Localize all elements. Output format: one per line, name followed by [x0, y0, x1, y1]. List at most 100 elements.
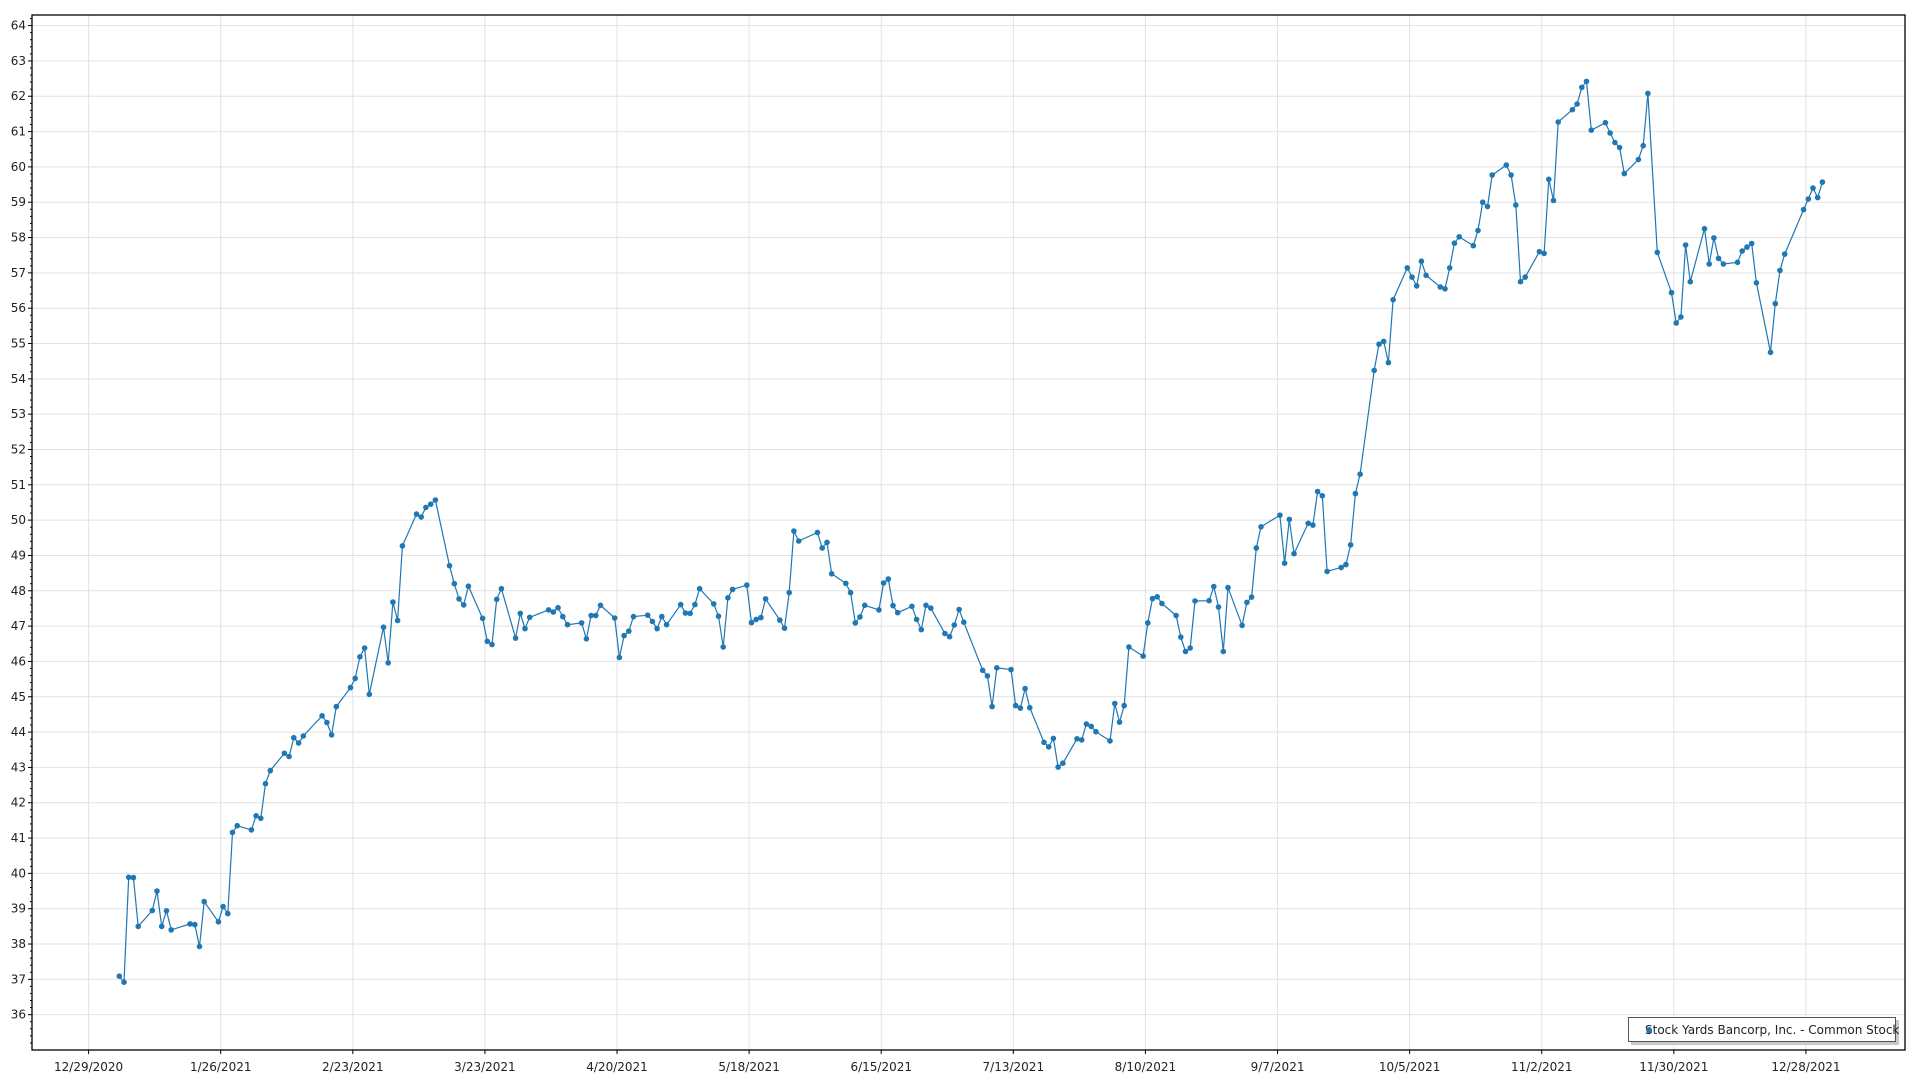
data-point: [1635, 156, 1642, 163]
data-point: [1810, 185, 1816, 191]
data-point: [626, 628, 632, 634]
data-point: [715, 613, 722, 619]
data-point: [1088, 723, 1094, 730]
data-point: [385, 660, 392, 666]
data-point: [1739, 248, 1745, 254]
data-point: [588, 612, 594, 619]
data-point: [1479, 199, 1486, 205]
data-point: [1423, 272, 1429, 279]
data-point: [1248, 594, 1255, 600]
x-tick-label: 5/18/2021: [718, 1060, 780, 1074]
data-point: [597, 602, 604, 609]
data-point: [961, 619, 967, 625]
y-tick-label: 51: [11, 478, 26, 492]
data-point: [692, 601, 698, 608]
data-point: [791, 528, 797, 534]
y-tick-label: 37: [11, 972, 26, 986]
data-point: [192, 921, 198, 928]
data-point: [229, 829, 236, 836]
data-point: [1574, 101, 1580, 107]
y-tick-label: 45: [11, 690, 26, 704]
y-tick-label: 58: [11, 231, 26, 245]
data-point: [1286, 516, 1293, 523]
data-point: [158, 923, 165, 930]
data-point: [545, 607, 552, 613]
data-point: [1451, 240, 1458, 246]
y-tick-label: 59: [11, 195, 26, 209]
data-point: [956, 606, 962, 613]
data-point: [1178, 634, 1184, 640]
data-point: [1772, 300, 1779, 307]
data-point: [1159, 600, 1165, 607]
data-point: [399, 543, 406, 549]
y-tick-label: 57: [11, 266, 26, 280]
data-point: [286, 753, 292, 760]
data-point: [1602, 119, 1609, 126]
data-point: [154, 888, 160, 894]
data-point: [432, 497, 439, 503]
data-point: [824, 539, 830, 546]
data-point: [654, 625, 660, 632]
data-point: [130, 874, 137, 881]
data-point: [1385, 359, 1392, 366]
data-point: [1093, 728, 1099, 735]
y-tick-label: 62: [11, 89, 26, 103]
y-tick-label: 52: [11, 442, 26, 456]
y-axis: 36 37 38 39 40 41 42 43 44 45 46 47 48 49 50 51 52 53 54 55…: [11, 18, 32, 1044]
data-point: [852, 620, 859, 626]
x-tick-label: 12/29/2020: [54, 1060, 123, 1074]
y-tick-label: 64: [11, 19, 26, 33]
data-point: [1555, 119, 1561, 125]
data-point: [1744, 244, 1750, 250]
y-tick-label: 50: [11, 513, 26, 527]
data-point: [583, 636, 590, 642]
data-point: [1050, 735, 1057, 742]
data-point: [1225, 584, 1231, 591]
data-point: [324, 719, 330, 726]
x-tick-label: 7/13/2021: [983, 1060, 1045, 1074]
y-tick-label: 44: [11, 725, 26, 739]
data-point: [215, 919, 222, 925]
data-point: [465, 583, 472, 589]
data-point: [1291, 550, 1297, 557]
price-series: [116, 78, 1826, 985]
data-point: [1281, 560, 1288, 566]
y-tick-label: 41: [11, 831, 26, 845]
data-point: [1513, 202, 1519, 208]
data-point: [994, 665, 1000, 671]
data-point: [1187, 645, 1193, 651]
data-point: [394, 617, 401, 624]
data-point: [187, 921, 193, 927]
data-point: [1508, 172, 1514, 178]
x-tick-label: 8/10/2021: [1115, 1060, 1177, 1074]
plot-border: [31, 14, 1906, 1051]
data-point: [451, 580, 458, 587]
data-point: [1409, 274, 1415, 280]
data-point: [427, 501, 434, 508]
data-point: [1376, 341, 1382, 348]
data-point: [1645, 90, 1651, 97]
data-point: [913, 616, 920, 623]
data-point: [1654, 249, 1661, 256]
data-point: [1107, 738, 1113, 744]
data-point: [149, 907, 156, 914]
data-point: [300, 733, 307, 739]
data-point: [1078, 737, 1085, 743]
data-point: [1550, 197, 1557, 204]
data-point: [1470, 242, 1477, 249]
data-point: [418, 514, 425, 520]
data-point: [446, 562, 453, 569]
y-tick-label: 60: [11, 160, 26, 174]
y-tick-label: 43: [11, 760, 26, 774]
data-point: [295, 740, 302, 746]
data-point: [1805, 196, 1812, 202]
data-point: [1607, 130, 1613, 136]
y-tick-label: 48: [11, 584, 26, 598]
data-point: [621, 632, 627, 639]
data-point: [1244, 599, 1250, 606]
x-tick-label: 11/2/2021: [1511, 1060, 1573, 1074]
y-tick-label: 38: [11, 937, 26, 951]
data-point: [390, 599, 396, 605]
data-point: [857, 614, 863, 620]
